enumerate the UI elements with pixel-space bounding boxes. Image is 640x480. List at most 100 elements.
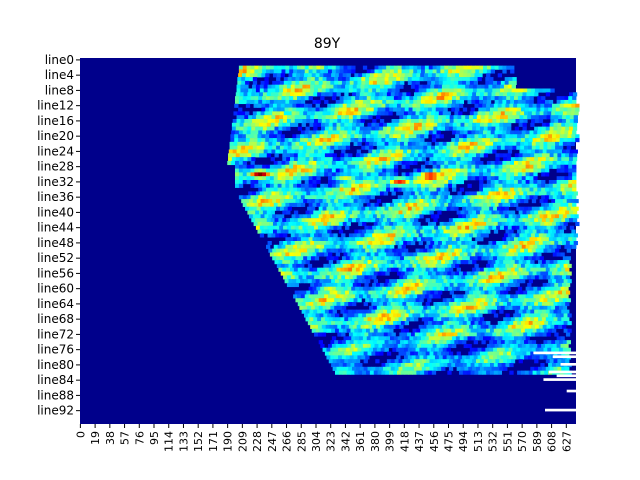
heatmap-cell bbox=[385, 73, 390, 78]
heatmap-cell bbox=[345, 214, 351, 219]
heatmap-cell bbox=[262, 130, 267, 135]
heatmap-cell bbox=[347, 164, 352, 169]
heatmap-cell bbox=[436, 183, 441, 188]
heatmap-cell bbox=[466, 73, 472, 78]
heatmap-cell bbox=[484, 88, 489, 93]
heatmap-cell bbox=[400, 221, 406, 227]
heatmap-cell bbox=[472, 210, 477, 215]
heatmap-cell bbox=[345, 119, 350, 124]
heatmap-cell bbox=[301, 260, 306, 265]
heatmap-cell bbox=[410, 84, 416, 89]
heatmap-cell bbox=[527, 256, 533, 261]
heatmap-cell bbox=[252, 80, 258, 85]
heatmap-cell bbox=[369, 313, 375, 318]
heatmap-cell bbox=[319, 321, 324, 326]
heatmap-cell bbox=[285, 180, 290, 185]
heatmap-cell bbox=[379, 225, 385, 230]
heatmap-cell bbox=[363, 267, 368, 272]
heatmap-cell bbox=[375, 122, 380, 127]
heatmap-cell bbox=[330, 145, 335, 150]
heatmap-cell bbox=[320, 172, 325, 177]
heatmap-cell bbox=[265, 221, 270, 227]
heatmap-cell bbox=[328, 176, 333, 181]
heatmap-cell bbox=[368, 275, 373, 280]
heatmap-cell bbox=[470, 313, 475, 318]
heatmap-cell bbox=[405, 183, 410, 188]
heatmap-cell bbox=[246, 69, 251, 74]
heatmap-cell bbox=[428, 65, 434, 70]
heatmap-cell bbox=[271, 191, 276, 196]
heatmap-cell bbox=[372, 111, 378, 116]
heatmap-cell bbox=[289, 96, 294, 101]
heatmap-cell bbox=[379, 149, 385, 154]
heatmap-cell bbox=[510, 130, 515, 135]
heatmap-cell bbox=[350, 134, 355, 139]
heatmap-cell bbox=[270, 218, 275, 223]
heatmap-cell bbox=[563, 134, 568, 139]
heatmap-cell bbox=[334, 145, 339, 150]
heatmap-cell bbox=[241, 145, 246, 150]
heatmap-cell bbox=[427, 206, 432, 211]
heatmap-cell bbox=[294, 290, 299, 295]
heatmap-cell bbox=[390, 92, 396, 97]
heatmap-cell bbox=[293, 122, 299, 127]
heatmap-cell bbox=[426, 88, 431, 93]
heatmap-cell bbox=[479, 65, 484, 70]
heatmap-cell bbox=[328, 126, 334, 131]
heatmap-cell bbox=[271, 225, 276, 230]
heatmap-cell bbox=[534, 218, 539, 223]
heatmap-cell bbox=[275, 191, 280, 196]
heatmap-cell bbox=[437, 309, 442, 314]
heatmap-cell bbox=[260, 214, 265, 219]
heatmap-cell bbox=[348, 302, 353, 307]
heatmap-cell bbox=[348, 115, 354, 120]
heatmap-cell bbox=[465, 290, 470, 295]
heatmap-cell bbox=[563, 138, 568, 143]
heatmap-cell bbox=[488, 241, 493, 246]
heatmap-cell bbox=[483, 164, 488, 169]
heatmap-cell bbox=[302, 225, 307, 230]
heatmap-cell bbox=[259, 122, 264, 127]
heatmap-cell bbox=[510, 164, 515, 169]
heatmap-cell bbox=[497, 107, 503, 112]
heatmap-cell bbox=[285, 69, 290, 74]
heatmap-cell bbox=[268, 111, 273, 116]
heatmap-cell bbox=[303, 279, 309, 284]
heatmap-cell bbox=[265, 134, 270, 139]
heatmap-cell bbox=[370, 237, 375, 242]
heatmap-cell bbox=[486, 69, 492, 74]
heatmap-cell bbox=[430, 233, 435, 238]
heatmap-cell bbox=[500, 119, 505, 124]
heatmap-cell bbox=[346, 107, 351, 112]
heatmap-cell bbox=[235, 153, 241, 158]
heatmap-cell bbox=[486, 103, 491, 108]
heatmap-cell bbox=[507, 282, 513, 288]
heatmap-cell bbox=[303, 313, 309, 318]
heatmap-cell bbox=[458, 73, 464, 78]
heatmap-cell bbox=[486, 221, 491, 227]
heatmap-cell bbox=[304, 69, 310, 74]
heatmap-cell bbox=[262, 99, 267, 105]
heatmap-cell bbox=[503, 267, 508, 272]
heatmap-cell bbox=[331, 286, 337, 291]
heatmap-cell bbox=[257, 103, 262, 108]
heatmap-cell bbox=[252, 199, 258, 204]
heatmap-cell bbox=[357, 77, 362, 82]
heatmap-cell bbox=[371, 267, 376, 272]
heatmap-cell bbox=[532, 103, 537, 108]
heatmap-cell bbox=[463, 286, 468, 291]
heatmap-cell bbox=[537, 294, 542, 299]
heatmap-cell bbox=[386, 210, 392, 215]
heatmap-cell bbox=[326, 141, 331, 146]
heatmap-cell bbox=[500, 241, 505, 246]
heatmap-cell bbox=[343, 286, 348, 291]
heatmap-cell bbox=[570, 141, 575, 146]
heatmap-cell bbox=[336, 92, 341, 97]
heatmap-cell bbox=[279, 115, 284, 120]
heatmap-cell bbox=[362, 99, 368, 105]
heatmap-cell bbox=[319, 279, 324, 284]
heatmap-cell bbox=[338, 134, 344, 139]
heatmap-cell bbox=[362, 103, 367, 108]
heatmap-cell bbox=[258, 183, 263, 188]
heatmap-cell bbox=[314, 305, 320, 310]
